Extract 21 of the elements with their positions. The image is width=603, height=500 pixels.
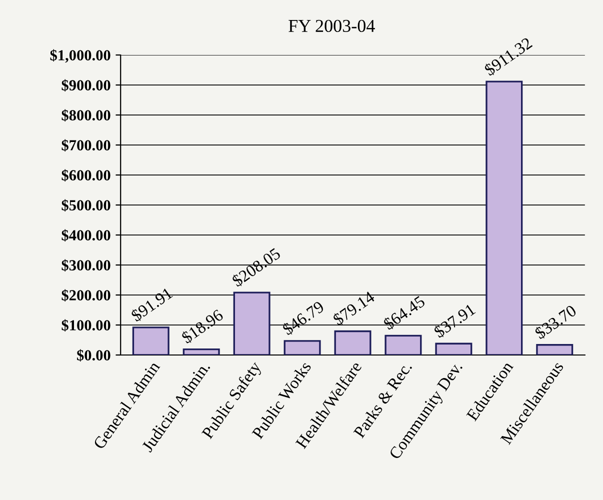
y-tick-label: $700.00 bbox=[62, 139, 110, 152]
bar bbox=[536, 344, 574, 355]
y-tick-label: $300.00 bbox=[62, 259, 110, 272]
chart-title: FY 2003-04 bbox=[288, 20, 375, 32]
y-tick-label: $1,000.00 bbox=[50, 49, 110, 63]
bar bbox=[182, 348, 220, 355]
y-tick-label: $400.00 bbox=[62, 229, 110, 242]
y-tick-label: $600.00 bbox=[62, 169, 110, 182]
bar bbox=[233, 292, 270, 355]
bar bbox=[384, 334, 422, 355]
y-tick-label: $100.00 bbox=[62, 319, 110, 332]
bar bbox=[334, 330, 372, 355]
bar bbox=[132, 326, 170, 355]
y-tick-label: $0.00 bbox=[77, 349, 110, 362]
y-tick-label: $900.00 bbox=[62, 79, 110, 92]
bar bbox=[284, 340, 321, 355]
bar bbox=[435, 342, 472, 355]
y-tick-label: $500.00 bbox=[62, 199, 110, 212]
bar bbox=[486, 80, 523, 355]
y-tick-label: $800.00 bbox=[62, 109, 110, 122]
y-tick-label: $200.00 bbox=[62, 289, 110, 302]
